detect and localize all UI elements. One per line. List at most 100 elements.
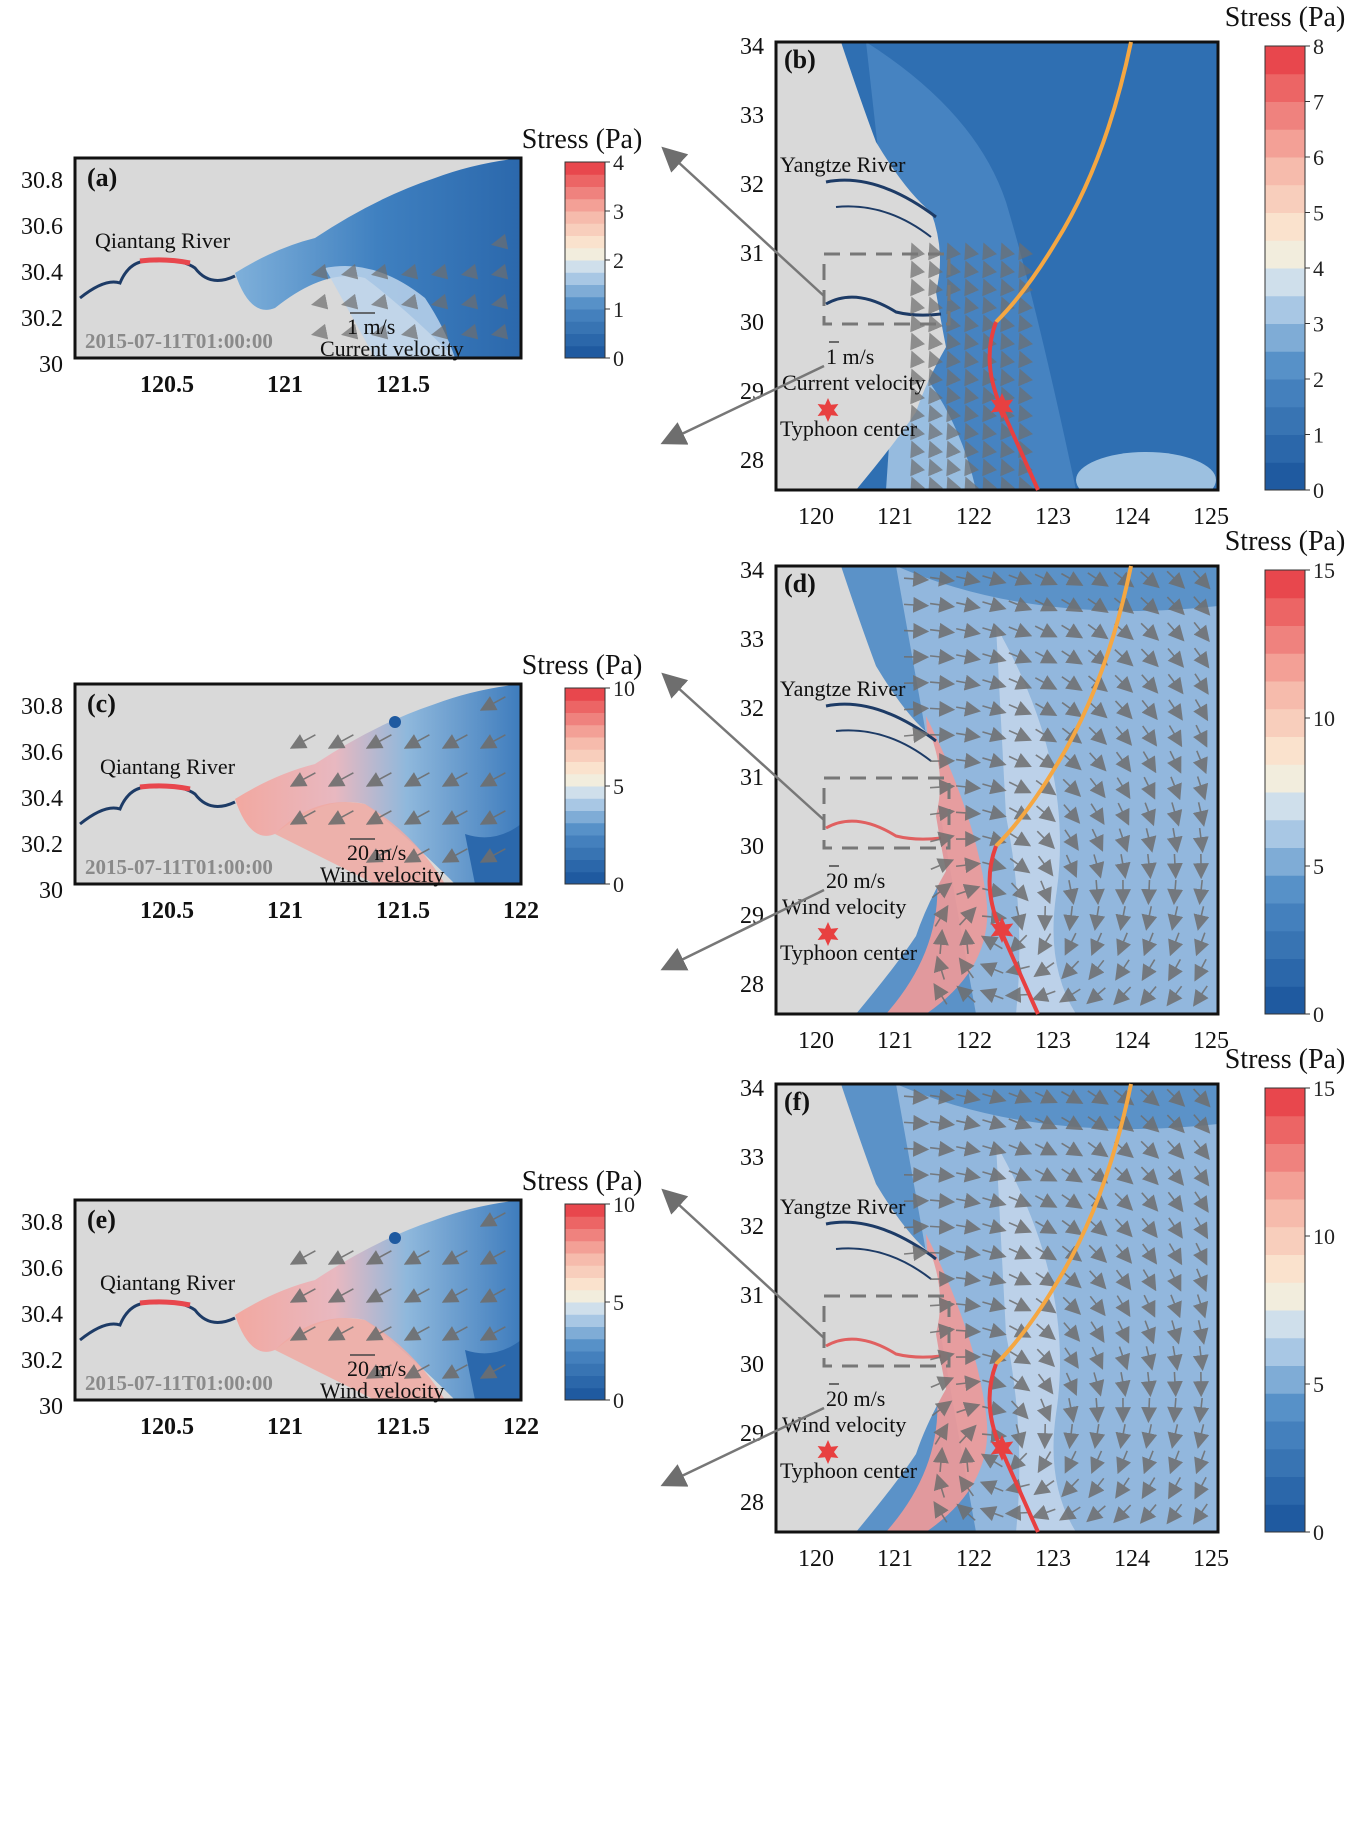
zoom-connector (661, 146, 825, 297)
xtick: 122 (503, 898, 539, 924)
scale-label: 20 m/s (347, 1356, 406, 1381)
xtick: 121 (877, 1546, 913, 1572)
scale-label: 1 m/s (826, 344, 874, 369)
scale-label: 20 m/s (826, 868, 885, 893)
ytick: 30.8 (21, 168, 63, 194)
colorbar-tick-f: 10 (1313, 1224, 1335, 1249)
xtick: 120.5 (140, 898, 194, 924)
colorbar-tick-b: 7 (1313, 90, 1324, 115)
xtick: 125 (1193, 1028, 1229, 1054)
xtick: 121.5 (376, 1414, 430, 1440)
scale-label: 20 m/s (826, 1386, 885, 1411)
river-label: Yangtze River (780, 1194, 906, 1219)
ytick: 30.8 (21, 1210, 63, 1236)
ytick: 28 (740, 972, 764, 998)
ytick: 30 (740, 834, 764, 860)
scale-label: 20 m/s (347, 840, 406, 865)
typhoon-track-past (994, 1083, 1133, 1366)
colorbar-tick-d: 10 (1313, 706, 1335, 731)
xtick: 122 (956, 504, 992, 530)
panel-c: (c) Qiantang River 2015-07-11T01:00:00 20 m… (21, 650, 825, 971)
ytick: 31 (740, 1283, 764, 1309)
xtick: 124 (1114, 504, 1150, 530)
colorbar-tick-c: 0 (613, 872, 624, 897)
ytick: 30.6 (21, 1256, 63, 1282)
river-label: Qiantang River (95, 228, 231, 253)
colorbar-tick-a: 4 (613, 150, 624, 175)
ytick: 32 (740, 172, 764, 198)
colorbar-tick-b: 4 (1313, 256, 1324, 281)
river-label: Yangtze River (780, 152, 906, 177)
ytick: 30 (740, 310, 764, 336)
colorbar-title: Stress (Pa) (522, 650, 643, 681)
colorbar-tick-b: 3 (1313, 312, 1324, 337)
typhoon-track-past (994, 565, 1133, 848)
ytick: 34 (740, 1076, 764, 1102)
colorbar-tick-a: 0 (613, 346, 624, 371)
ytick: 30.4 (21, 260, 63, 286)
ytick: 33 (740, 103, 764, 129)
ytick: 32 (740, 696, 764, 722)
typhoon-center-label: Typhoon center (780, 940, 918, 965)
typhoon-center-icon (817, 922, 839, 946)
xtick: 121 (267, 898, 303, 924)
scale-label: 1 m/s (347, 314, 395, 339)
xtick: 124 (1114, 1546, 1150, 1572)
colorbar-tick-e: 5 (613, 1290, 624, 1315)
xtick: 125 (1193, 504, 1229, 530)
river-label: Qiantang River (100, 1270, 236, 1295)
typhoon-position-icon (990, 1435, 1014, 1461)
xtick: 122 (503, 1414, 539, 1440)
zoom-connector (660, 888, 825, 971)
zoom-connector (661, 672, 825, 821)
vector-label: Current velocity (320, 336, 464, 361)
vector-label: Wind velocity (320, 1378, 444, 1403)
zoom-connector (661, 1188, 825, 1339)
ytick: 30.4 (21, 1302, 63, 1328)
colorbar-title: Stress (Pa) (1225, 526, 1346, 557)
colorbar-tick-a: 3 (613, 199, 624, 224)
colorbar-tick-c: 10 (613, 676, 635, 701)
river-label: Qiantang River (100, 754, 236, 779)
colorbar-tick-d: 15 (1313, 558, 1335, 583)
ytick: 30.2 (21, 306, 63, 332)
panel-label: (e) (87, 1205, 116, 1234)
ytick: 28 (740, 448, 764, 474)
typhoon-center-label: Typhoon center (780, 1458, 918, 1483)
xtick: 123 (1035, 1028, 1071, 1054)
vector-label: Current velocity (782, 370, 926, 395)
colorbar-tick-b: 5 (1313, 201, 1324, 226)
ytick: 30 (39, 352, 63, 378)
ytick: 32 (740, 1214, 764, 1240)
ytick: 30.8 (21, 694, 63, 720)
xtick: 120 (798, 1546, 834, 1572)
ytick: 30 (39, 878, 63, 904)
typhoon-center-icon (817, 398, 839, 422)
zoom-box (822, 1294, 951, 1368)
panel-label: (f) (784, 1087, 810, 1116)
river-label: Yangtze River (780, 676, 906, 701)
colorbar-title: Stress (Pa) (1225, 2, 1346, 33)
typhoon-center-label: Typhoon center (780, 416, 918, 441)
timestamp: 2015-07-11T01:00:00 (85, 855, 273, 879)
xtick: 121 (267, 372, 303, 398)
colorbar-tick-d: 0 (1313, 1002, 1324, 1027)
colorbar-title: Stress (Pa) (1225, 1044, 1346, 1075)
colorbar-tick-a: 1 (613, 297, 624, 322)
xtick: 121.5 (376, 372, 430, 398)
panel-a: (a) Qiantang River 2015-07-11T01:00:00 1 m/… (21, 124, 825, 445)
xtick: 121.5 (376, 898, 430, 924)
panel-label: (a) (87, 163, 117, 192)
ytick: 30.4 (21, 786, 63, 812)
vector-label: Wind velocity (782, 894, 906, 919)
ytick: 30.6 (21, 740, 63, 766)
colorbar-tick-b: 8 (1313, 34, 1324, 59)
colorbar-tick-b: 0 (1313, 478, 1324, 503)
typhoon-position-icon (990, 393, 1014, 419)
xtick: 123 (1035, 504, 1071, 530)
xtick: 125 (1193, 1546, 1229, 1572)
ytick: 30.6 (21, 214, 63, 240)
colorbar-tick-f: 5 (1313, 1372, 1324, 1397)
